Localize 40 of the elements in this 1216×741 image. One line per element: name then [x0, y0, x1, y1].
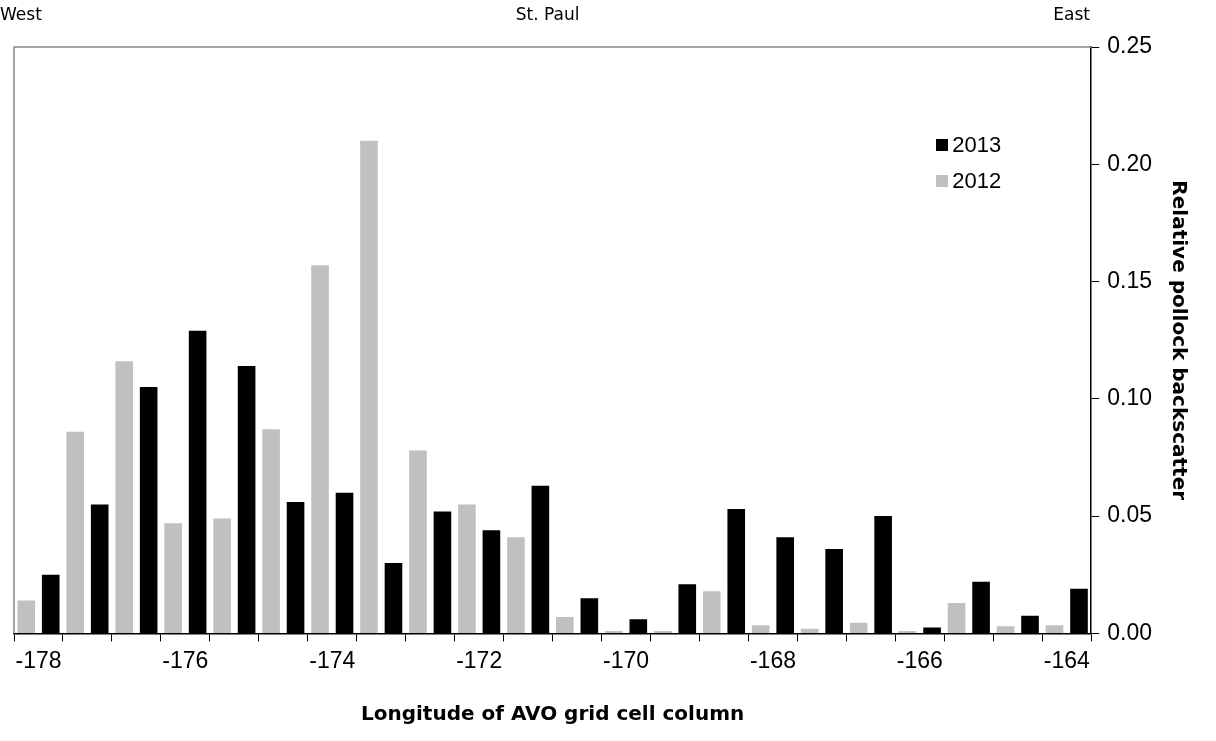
x-axis-title: Longitude of AVO grid cell column [360, 701, 745, 726]
bar [751, 625, 770, 633]
y-axis-title: Relative pollock backscatter [1167, 180, 1192, 501]
x-tick-label: -164 [1043, 646, 1090, 673]
bar [507, 537, 525, 633]
bar [311, 265, 329, 633]
x-tick-label: -168 [749, 646, 796, 673]
bar [213, 518, 231, 633]
bar [164, 523, 182, 633]
bar [409, 450, 427, 633]
x-tick-label: -166 [896, 646, 943, 673]
text: West [0, 4, 42, 24]
bar [800, 628, 819, 633]
x-tick-label: -170 [603, 646, 650, 673]
x-tick-label: -174 [309, 646, 356, 673]
y-tick-label: 0.15 [1107, 266, 1152, 293]
legend-label: 2012 [952, 168, 1002, 194]
bar [556, 616, 574, 633]
x-tick-label: -178 [15, 646, 62, 673]
y-tick-label: 0.10 [1107, 384, 1152, 411]
legend-label: 2013 [952, 132, 1002, 158]
y-tick-label: 0.20 [1107, 149, 1152, 176]
bar [262, 429, 280, 633]
bar [458, 504, 476, 633]
y-tick-label: 0.25 [1107, 32, 1152, 59]
bar [702, 591, 721, 633]
bar [360, 140, 378, 633]
y-tick-label: 0.05 [1107, 501, 1152, 528]
bar [1045, 625, 1064, 633]
y-tick-label: 0.00 [1107, 618, 1152, 645]
bar [115, 361, 133, 633]
text: East [1053, 4, 1090, 24]
bar [947, 602, 966, 633]
bar [849, 622, 868, 633]
bar [66, 431, 85, 633]
bar [17, 600, 36, 633]
x-tick-label: -176 [162, 646, 209, 673]
text: St. Paul [515, 4, 580, 24]
x-tick-label: -172 [456, 646, 503, 673]
bar [996, 626, 1015, 633]
